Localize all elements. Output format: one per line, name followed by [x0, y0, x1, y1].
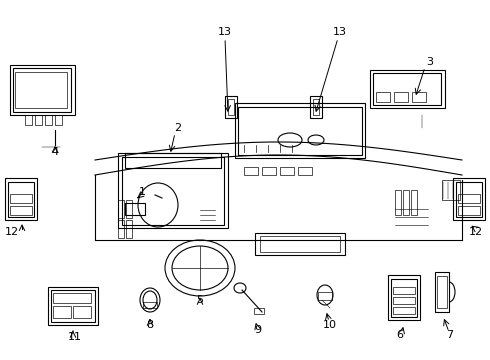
Bar — [55, 115, 62, 125]
Text: 4: 4 — [51, 147, 59, 157]
Bar — [126, 200, 132, 218]
Bar — [458, 194, 480, 203]
Bar — [244, 167, 258, 175]
Bar — [118, 200, 124, 218]
Text: 6: 6 — [396, 330, 403, 340]
Bar — [393, 297, 415, 304]
Text: 1: 1 — [139, 187, 146, 197]
Bar — [442, 180, 460, 200]
Bar — [437, 276, 447, 308]
Text: 3: 3 — [426, 57, 434, 67]
Bar — [53, 293, 91, 303]
Bar — [35, 115, 42, 125]
Bar — [25, 115, 32, 125]
Bar — [456, 182, 482, 217]
Bar — [10, 194, 32, 203]
Bar — [313, 99, 319, 115]
Bar — [376, 92, 390, 102]
Bar — [394, 92, 408, 102]
Bar — [13, 68, 71, 112]
Bar — [225, 96, 237, 118]
Bar — [393, 287, 415, 294]
Text: 11: 11 — [68, 332, 82, 342]
Bar — [73, 306, 91, 318]
Bar — [318, 292, 332, 300]
Bar — [118, 153, 228, 228]
Bar — [260, 236, 340, 252]
Bar — [310, 96, 322, 118]
Bar — [143, 302, 157, 308]
Bar — [126, 220, 132, 238]
Bar — [53, 306, 71, 318]
Bar — [280, 167, 294, 175]
Bar — [122, 157, 224, 225]
Bar — [254, 308, 264, 314]
Bar — [51, 290, 95, 322]
Text: 9: 9 — [254, 325, 262, 335]
Bar — [393, 307, 415, 314]
Bar — [255, 233, 345, 255]
Bar — [435, 272, 449, 312]
Bar — [298, 167, 312, 175]
Text: 12: 12 — [469, 227, 483, 237]
Bar — [8, 182, 34, 217]
Bar — [10, 206, 32, 215]
Text: 13: 13 — [333, 27, 347, 37]
Bar — [235, 103, 365, 158]
Bar — [395, 190, 401, 215]
Text: 5: 5 — [196, 295, 203, 305]
Bar — [412, 92, 426, 102]
Bar — [5, 178, 37, 220]
Bar — [228, 99, 234, 115]
Text: 7: 7 — [446, 330, 454, 340]
Text: 2: 2 — [174, 123, 182, 133]
Bar — [262, 167, 276, 175]
Bar — [373, 73, 441, 105]
Bar — [370, 70, 445, 108]
Text: 13: 13 — [218, 27, 232, 37]
Bar — [411, 190, 417, 215]
Bar — [453, 178, 485, 220]
Bar — [391, 279, 417, 317]
Bar — [48, 287, 98, 325]
Bar — [125, 203, 145, 215]
Bar — [10, 65, 75, 115]
Bar — [458, 206, 480, 215]
Bar — [15, 72, 67, 108]
Bar — [388, 275, 420, 320]
Bar — [403, 190, 409, 215]
Bar — [238, 107, 362, 155]
Bar — [45, 115, 52, 125]
Text: 10: 10 — [323, 320, 337, 330]
Text: 8: 8 — [147, 320, 153, 330]
Text: 12: 12 — [5, 227, 19, 237]
Bar — [125, 153, 221, 168]
Bar — [118, 220, 124, 238]
